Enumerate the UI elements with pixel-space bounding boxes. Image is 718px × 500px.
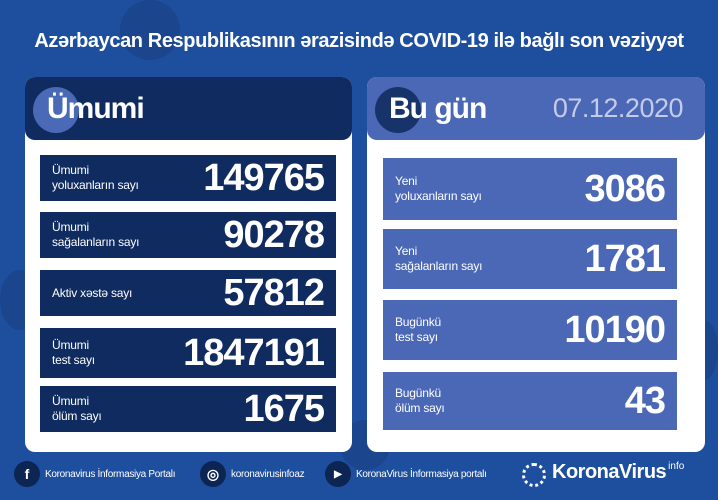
- total-header: Ümumi: [25, 77, 352, 140]
- youtube-link[interactable]: ▶ KoronaVirus İnformasiya portalı: [325, 461, 487, 487]
- stat-label: Ümumi ölüm sayı: [52, 394, 102, 423]
- total-heading: Ümumi: [47, 91, 145, 125]
- stat-row-total-recovered: Ümumi sağalanların sayı 90278: [40, 212, 336, 258]
- today-heading: Bu gün: [389, 91, 487, 125]
- stat-label: Ümumi sağalanların sayı: [52, 220, 140, 249]
- koronavirus-logo: KoronaVirus info: [522, 461, 684, 487]
- virus-icon: [375, 87, 421, 133]
- stat-value: 43: [624, 379, 666, 422]
- instagram-icon: ◎: [200, 461, 226, 487]
- instagram-link[interactable]: ◎ koronavirusinfoaz: [200, 461, 305, 487]
- stat-value: 90278: [223, 213, 325, 256]
- stat-value: 1675: [243, 387, 325, 430]
- facebook-link[interactable]: f Koronavirus İnformasiya Portalı: [14, 461, 176, 487]
- stat-value: 3086: [584, 167, 666, 210]
- today-header: Bu gün 07.12.2020: [367, 77, 705, 140]
- stat-value: 57812: [223, 271, 325, 314]
- stat-value: 1847191: [183, 331, 325, 374]
- date: 07.12.2020: [552, 93, 684, 123]
- stat-label: Aktiv xəstə sayı: [52, 285, 133, 300]
- stat-value: 10190: [564, 308, 666, 351]
- virus-decoration: [120, 0, 180, 60]
- youtube-icon: ▶: [325, 461, 351, 487]
- footer: f Koronavirus İnformasiya Portalı ◎ korona…: [0, 455, 718, 495]
- total-panel: Ümumi Ümumi yoluxanların sayı 149765 Ümumi…: [25, 77, 352, 452]
- stat-value: 1781: [584, 237, 666, 280]
- page-title: Azərbaycan Respublikasının ərazisində CO…: [34, 30, 684, 52]
- stat-label: Ümumi yoluxanların sayı: [52, 163, 139, 192]
- stat-row-new-infected: Yeni yoluxanların sayı 3086: [383, 158, 677, 220]
- stat-row-total-infected: Ümumi yoluxanların sayı 149765: [40, 155, 336, 201]
- stat-label: Bugünkü ölüm sayı: [395, 386, 445, 415]
- stat-label: Yeni sağalanların sayı: [395, 244, 483, 273]
- stat-row-total-deaths: Ümumi ölüm sayı 1675: [40, 386, 336, 432]
- facebook-icon: f: [14, 461, 40, 487]
- stat-row-today-deaths: Bugünkü ölüm sayı 43: [383, 372, 677, 430]
- stat-label: Yeni yoluxanların sayı: [395, 174, 482, 203]
- stat-row-today-tests: Bugünkü test sayı 10190: [383, 300, 677, 360]
- stat-label: Ümumi test sayı: [52, 338, 95, 367]
- stat-row-active: Aktiv xəstə sayı 57812: [40, 270, 336, 316]
- virus-icon: [33, 87, 79, 133]
- stat-row-total-tests: Ümumi test sayı 1847191: [40, 328, 336, 378]
- stat-label: Bugünkü test sayı: [395, 315, 441, 344]
- stat-row-new-recovered: Yeni sağalanların sayı 1781: [383, 229, 677, 289]
- sun-icon: [522, 463, 546, 487]
- today-panel: Bu gün 07.12.2020 Yeni yoluxanların sayı 3…: [367, 77, 705, 452]
- stat-value: 149765: [203, 156, 325, 199]
